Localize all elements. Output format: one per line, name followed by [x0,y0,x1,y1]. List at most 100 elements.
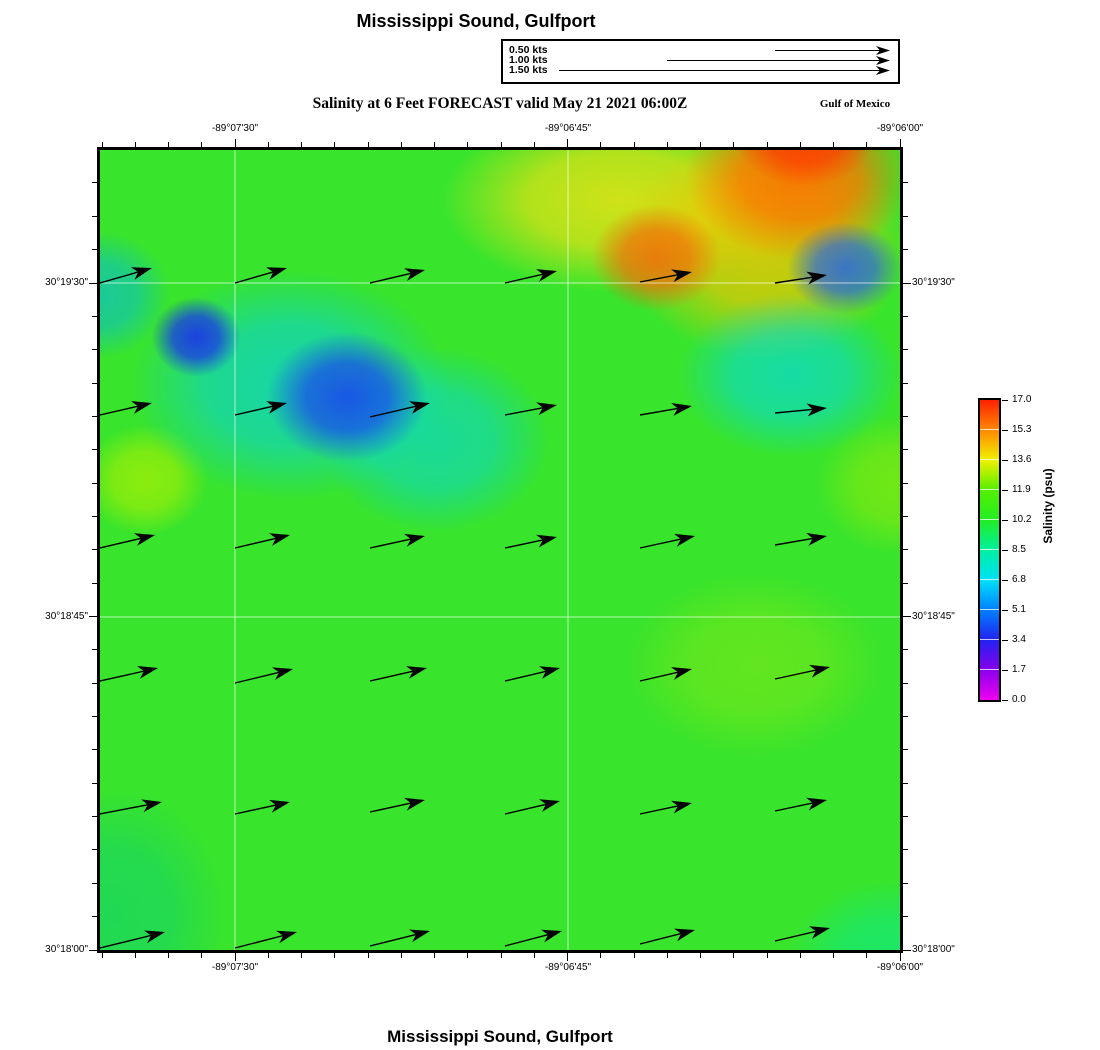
x-tick-bottom [400,953,402,958]
current-vector-head [272,667,293,681]
y-tick-right [903,182,908,184]
y-tick-left [89,282,97,284]
y-tick-right [903,549,908,551]
current-vector-shaft [504,933,551,947]
x-tick-bottom [633,953,635,958]
map-overlay [100,150,900,950]
basin-label: Gulf of Mexico [819,98,891,110]
x-tick-bottom [700,953,701,958]
colorbar-tick [1002,489,1008,491]
y-tick-left [89,616,97,617]
current-vector-shaft [639,273,681,283]
colorbar-tick-label: 0.0 [1012,694,1026,705]
current-vector-head [671,800,692,814]
colorbar-tick [1002,429,1008,431]
current-vector-head [806,271,827,285]
colorbar-tick-label: 10.2 [1012,514,1032,525]
current-vector-head [671,403,692,416]
y-tick-right [903,515,908,517]
lon-label-top: -89°06'45" [544,123,592,134]
x-tick-bottom [533,953,535,958]
current-vector-head [134,533,155,546]
current-speed-scale-legend: 0.50 kts 1.00 kts 1.50 kts [501,39,900,84]
y-tick-right [903,882,908,884]
lat-label-right: 30°18'00" [912,944,955,955]
x-tick-bottom [301,953,302,958]
current-vector-head [671,269,692,283]
y-tick-right [903,415,908,417]
current-vector-shaft [100,803,151,815]
current-vector-shaft [639,932,684,945]
current-vector-shaft [774,801,816,812]
current-vector-head [409,401,430,414]
current-vector-head [266,401,287,414]
lon-label-bottom: -89°06'45" [544,962,592,973]
current-vector-shaft [369,405,419,418]
current-vector-head [130,267,152,280]
colorbar-tick [1002,699,1008,701]
current-vector-head [137,666,158,679]
current-vector-head [539,666,560,679]
scale-arrow-100kts-head [876,56,890,65]
current-vector-shaft [504,538,546,549]
current-vector-shaft [234,405,276,416]
colorbar-gridline [980,459,999,460]
colorbar-tick [1002,519,1008,521]
current-vector-shaft [100,405,141,416]
current-vector-head [276,930,297,944]
x-tick-bottom [168,953,169,958]
x-tick-bottom [267,953,269,958]
current-vector-head [541,929,562,943]
current-vector-shaft [774,930,819,942]
x-tick-bottom [434,953,435,958]
y-tick-right [903,682,908,684]
y-tick-right [903,582,908,584]
current-vector-shaft [369,537,414,549]
x-tick-top [899,139,901,147]
current-vector-shaft [639,537,684,549]
colorbar-gridline [980,639,999,640]
y-tick-right [903,816,908,818]
colorbar-gridline [980,579,999,580]
current-vector-head [404,533,425,547]
current-vector-shaft [100,537,144,549]
lat-label-left: 30°18'45" [45,611,88,622]
x-tick-bottom [833,953,834,958]
current-vector-shaft [639,804,681,815]
lon-label-top: -89°06'00" [876,123,924,134]
colorbar-tick-label: 1.7 [1012,664,1026,675]
lat-label-right: 30°18'45" [912,611,955,622]
x-tick-bottom [201,953,203,958]
page-title-bottom: Mississippi Sound, Gulfport [387,1027,613,1046]
colorbar-gradient [978,398,1001,702]
x-tick-top [567,139,568,147]
x-tick-bottom [367,953,369,958]
current-vector-head [674,533,695,547]
colorbar-gridline [980,669,999,670]
current-vector-shaft [504,273,546,284]
current-vector-shaft [234,671,282,684]
colorbar-tick-label: 5.1 [1012,604,1026,615]
x-tick-bottom [234,953,236,961]
y-tick-right [903,215,908,217]
colorbar-tick-label: 13.6 [1012,454,1032,465]
x-tick-bottom [500,953,502,958]
current-vector-shaft [369,933,419,947]
current-vector-shaft [234,537,279,549]
current-vector-head [144,930,165,944]
y-tick-right [903,282,911,284]
current-vector-head [674,928,695,942]
current-vector-shaft [504,406,546,416]
map-frame [97,147,903,953]
current-vector-head [406,666,427,679]
y-tick-right [903,849,908,851]
current-vector-shaft [234,270,276,284]
current-vector-shaft [774,276,816,284]
y-tick-right [903,782,908,784]
current-vector-head [269,533,290,546]
x-tick-bottom [600,953,602,958]
y-tick-right [903,749,908,751]
y-tick-left [89,949,97,951]
page-title-top: Mississippi Sound, Gulfport [356,11,596,31]
current-vector-head [671,667,692,680]
